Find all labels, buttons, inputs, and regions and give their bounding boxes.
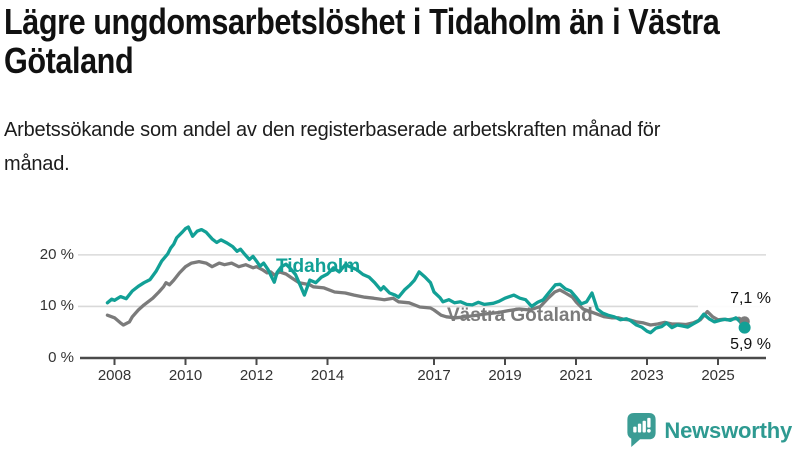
x-tick-label: 2017 [417, 367, 451, 384]
y-tick-label: 0 % [48, 349, 74, 366]
x-tick-label: 2023 [630, 367, 664, 384]
end-value-label-tidaholm: 5,9 % [698, 336, 772, 354]
newsworthy-brand-text: Newsworthy [664, 417, 792, 443]
y-tick-label: 10 % [39, 297, 74, 315]
x-tick-label: 2021 [559, 367, 593, 384]
series-line-tidaholm [105, 225, 747, 335]
x-tick-label: 2019 [488, 367, 522, 384]
x-tick-label: 2025 [701, 367, 735, 384]
chart-subtitle: Arbetssökande som andel av den registerb… [4, 119, 661, 175]
x-tick-label: 2014 [310, 367, 345, 384]
end-value-label-vastra-gotaland: 7,1 % [698, 290, 772, 308]
speech-bubble-bar-chart-icon [627, 412, 657, 448]
x-tick-label: 2010 [168, 367, 203, 384]
series-label-tidaholm: Tidaholm [276, 256, 361, 277]
series-label-vastra-gotaland: Västra Götaland [447, 305, 593, 326]
y-tick-label: 20 % [39, 245, 74, 263]
newsworthy-logo: Newsworthy [626, 412, 792, 449]
series-line-vastra-gotaland [105, 259, 747, 327]
chart-title: Lägre ungdomsarbetslöshet i Tidaholm än … [4, 1, 720, 81]
x-tick-label: 2012 [239, 367, 274, 384]
x-tick-label: 2008 [97, 367, 132, 384]
end-dot-tidaholm [738, 321, 751, 334]
